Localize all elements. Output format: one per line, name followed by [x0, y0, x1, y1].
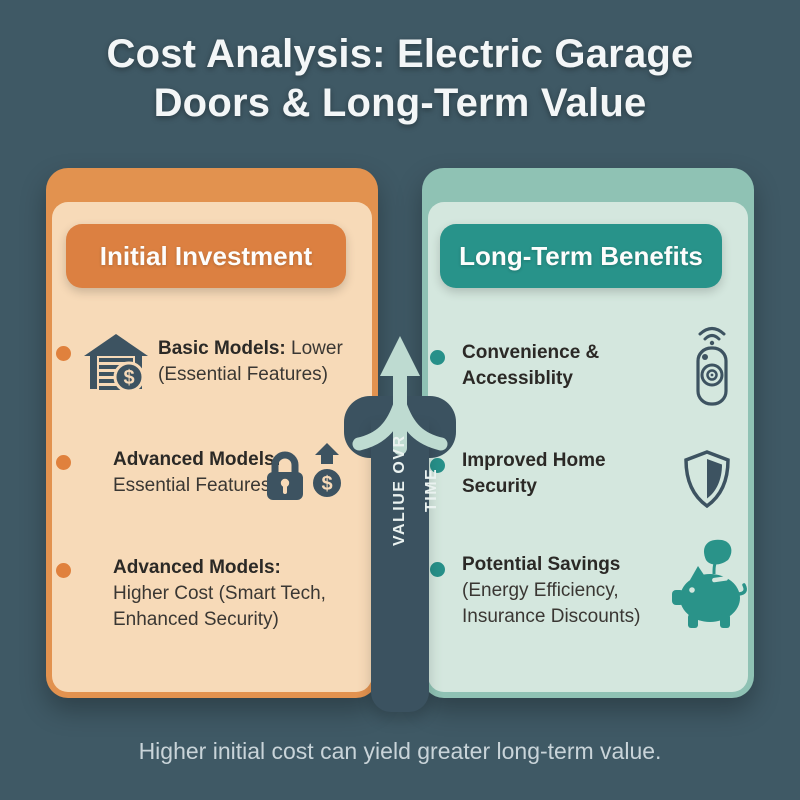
shield-icon [684, 450, 730, 508]
page-title-wrap: Cost Analysis: Electric Garage Doors & L… [0, 30, 800, 128]
merge-up-arrow-icon [330, 326, 470, 456]
bullet-dot [56, 563, 71, 578]
item-bold-text: Advanced Models: [113, 449, 281, 470]
item-text-line2: (Essential Features) [158, 364, 329, 385]
list-item-advanced-models: Advanced Models: Essential Features) [113, 447, 288, 499]
value-over-time-label: VALIUE OVR TIME [391, 434, 440, 546]
center-band [371, 420, 429, 712]
svg-text:$: $ [123, 367, 134, 389]
list-item-basic-models: Basic Models: Lower (Essential Features) [158, 336, 398, 388]
long-term-benefits-header-label: Long-Term Benefits [459, 240, 703, 271]
item-bold-text: Potential Savings [462, 554, 621, 575]
item-bold-text: Advanced Models: [113, 557, 281, 578]
remote-control-icon [692, 326, 732, 406]
item-text-line3: Insurance Discounts) [462, 606, 641, 627]
item-text-line2: Higher Cost (Smart Tech, [113, 583, 326, 604]
garage-dollar-icon: $ [82, 330, 150, 396]
item-bold-text: Basic Models: [158, 338, 286, 359]
bullet-dot [430, 350, 445, 365]
item-bold-text-line2: Accessiblity [462, 368, 573, 389]
list-item-convenience: Convenience & Accessiblity [462, 340, 672, 392]
list-item-potential-savings: Potential Savings (Energy Efficiency, Insu… [462, 552, 687, 630]
bullet-dot [56, 346, 71, 361]
item-bold-text-line2: Security [462, 476, 537, 497]
svg-text:$: $ [321, 473, 332, 495]
initial-investment-header-label: Initial Investment [99, 240, 313, 271]
item-bold-text: Improved Home [462, 450, 606, 471]
item-text-line2: Essential Features) [113, 475, 277, 496]
item-text: Lower [285, 338, 343, 359]
footer-caption: Higher initial cost can yield greater lo… [138, 738, 662, 764]
item-text-line3: Enhanced Security) [113, 609, 279, 630]
piggy-bank-icon [670, 538, 748, 630]
page-title: Cost Analysis: Electric Garage Doors & L… [106, 32, 694, 125]
long-term-benefits-header: Long-Term Benefits [440, 224, 722, 288]
padlock-icon [263, 450, 307, 502]
item-bold-text: Convenience & [462, 342, 600, 363]
list-item-advanced-models-cost: Advanced Models: Higher Cost (Smart Tech,… [113, 555, 363, 633]
bullet-dot [430, 458, 445, 473]
list-item-home-security: Improved Home Security [462, 448, 672, 500]
bullet-dot [430, 562, 445, 577]
item-text-line2: (Energy Efficiency, [462, 580, 619, 601]
initial-investment-header: Initial Investment [66, 224, 346, 288]
bullet-dot [56, 455, 71, 470]
dollar-up-icon: $ [310, 443, 344, 503]
